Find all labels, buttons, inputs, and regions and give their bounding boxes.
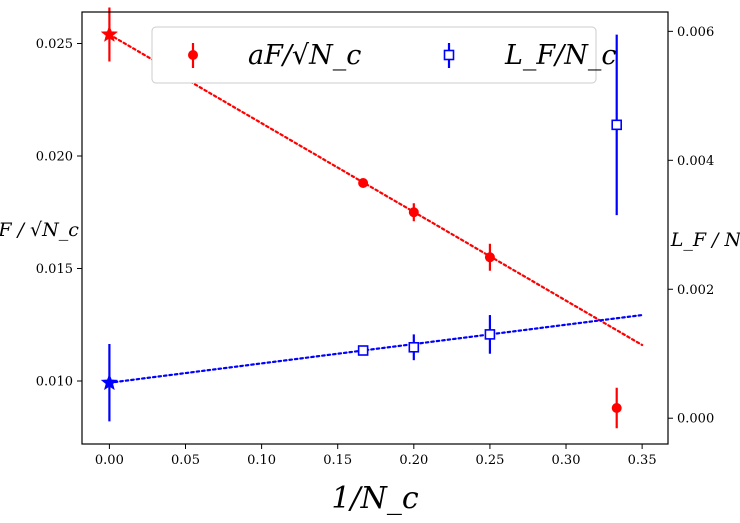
x-tick-label: 0.15 (323, 453, 352, 468)
plot-frame (81, 11, 669, 445)
legend-square-marker (443, 49, 455, 61)
y-right-tick-label: 0.004 (677, 154, 714, 169)
star-marker (100, 25, 119, 42)
legend-label-2: L_F/N_c (504, 40, 617, 71)
fit-line-1 (108, 33, 644, 347)
legend-label-1: aF/√N_c (248, 40, 361, 71)
fit-line-2 (108, 313, 644, 384)
y-left-axis-label: aF / √N_c (0, 219, 79, 241)
x-tick-label: 0.00 (95, 453, 124, 468)
data-marks (100, 7, 623, 429)
x-tick-label: 0.25 (475, 453, 504, 468)
x-tick-label: 0.30 (552, 453, 581, 468)
y-right-tick-label: 0.002 (677, 283, 714, 298)
axis-labels: 1/N_c aF / √N_c L_F / N_c (0, 219, 740, 516)
y-right-tick-label: 0.006 (677, 25, 714, 40)
y-left-tick-label: 0.015 (36, 262, 73, 277)
axes: 0.00 0.05 0.10 0.15 0.20 0.25 0.30 0.35 0.010 0.0… (36, 25, 714, 468)
circle-marker (408, 207, 419, 218)
legend-circle-marker (188, 50, 198, 60)
legend: aF/√N_c L_F/N_c (151, 26, 617, 84)
x-tick-label: 0.35 (628, 453, 657, 468)
square-marker (357, 345, 369, 356)
circle-marker (611, 403, 622, 413)
y-left-tick-label: 0.010 (36, 375, 73, 390)
legend-box (151, 26, 597, 84)
x-tick-label: 0.20 (399, 453, 428, 468)
square-marker (408, 341, 420, 353)
circle-marker (358, 178, 369, 188)
y-left-tick-label: 0.020 (36, 150, 73, 165)
x-tick-label: 0.10 (247, 453, 276, 468)
x-axis-label: 1/N_c (331, 481, 418, 516)
y-right-tick-label: 0.000 (677, 412, 714, 427)
star-marker (100, 373, 119, 391)
y-right-axis-label: L_F / N_c (670, 229, 740, 251)
fit-lines (108, 33, 644, 384)
circle-marker (484, 252, 495, 263)
square-marker (484, 329, 496, 340)
square-marker (611, 119, 623, 131)
y-left-tick-label: 0.025 (36, 37, 73, 52)
x-tick-label: 0.05 (171, 453, 200, 468)
